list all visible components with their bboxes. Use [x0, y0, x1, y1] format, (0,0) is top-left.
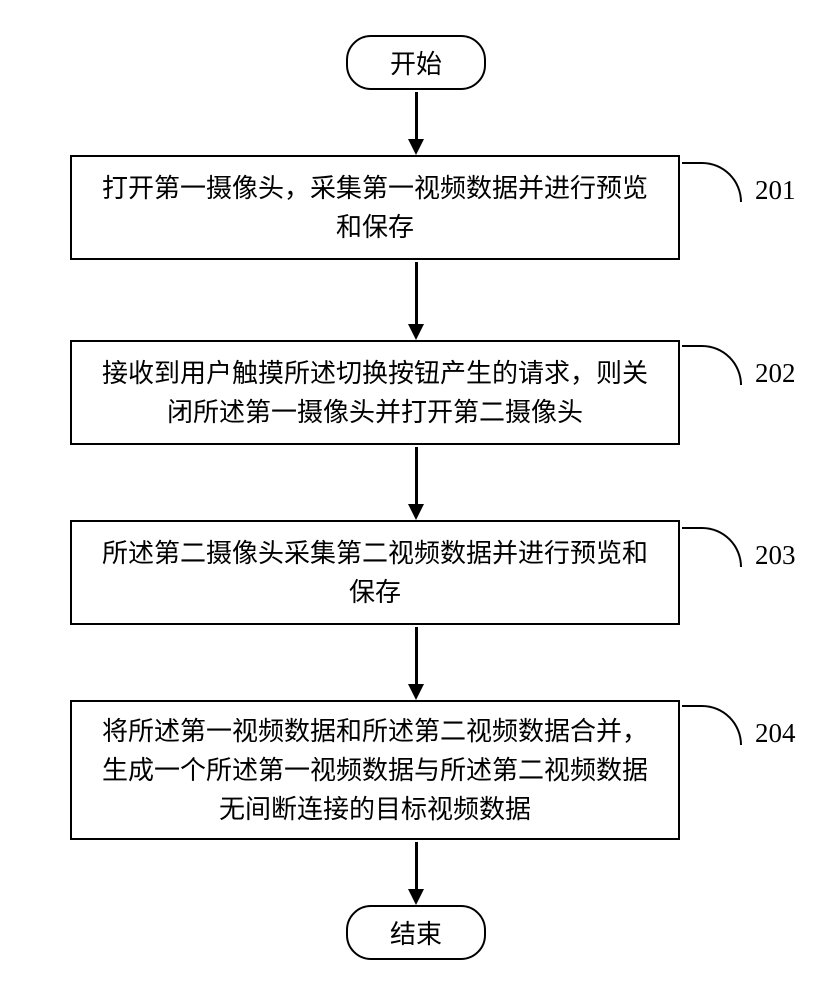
step-number-204: 204 [755, 718, 796, 749]
label-connector [682, 705, 742, 745]
connector-line [415, 627, 418, 686]
arrow-icon [408, 324, 424, 340]
connector-line [415, 92, 418, 141]
start-label: 开始 [390, 44, 442, 81]
arrow-icon [408, 684, 424, 700]
arrow-icon [408, 889, 424, 905]
step4-text: 将所述第一视频数据和所述第二视频数据合并，生成一个所述第一视频数据与所述第二视频… [92, 712, 658, 829]
step2-text: 接收到用户触摸所述切换按钮产生的请求，则关闭所述第一摄像头并打开第二摄像头 [92, 354, 658, 432]
process-step-3: 所述第二摄像头采集第二视频数据并进行预览和保存 [70, 520, 680, 625]
end-label: 结束 [390, 914, 442, 951]
process-step-2: 接收到用户触摸所述切换按钮产生的请求，则关闭所述第一摄像头并打开第二摄像头 [70, 340, 680, 445]
arrow-icon [408, 504, 424, 520]
step-number-201: 201 [755, 175, 796, 206]
connector-line [415, 447, 418, 506]
end-node: 结束 [346, 905, 486, 960]
arrow-icon [408, 139, 424, 155]
step1-text: 打开第一摄像头，采集第一视频数据并进行预览和保存 [92, 169, 658, 247]
label-connector [682, 345, 742, 385]
process-step-1: 打开第一摄像头，采集第一视频数据并进行预览和保存 [70, 155, 680, 260]
step-number-203: 203 [755, 540, 796, 571]
process-step-4: 将所述第一视频数据和所述第二视频数据合并，生成一个所述第一视频数据与所述第二视频… [70, 700, 680, 840]
label-connector [682, 162, 742, 202]
flowchart-container: 开始 打开第一摄像头，采集第一视频数据并进行预览和保存 201 接收到用户触摸所… [0, 0, 832, 1000]
connector-line [415, 262, 418, 326]
step-number-202: 202 [755, 358, 796, 389]
start-node: 开始 [346, 35, 486, 90]
connector-line [415, 842, 418, 891]
label-connector [682, 527, 742, 567]
step3-text: 所述第二摄像头采集第二视频数据并进行预览和保存 [92, 534, 658, 612]
